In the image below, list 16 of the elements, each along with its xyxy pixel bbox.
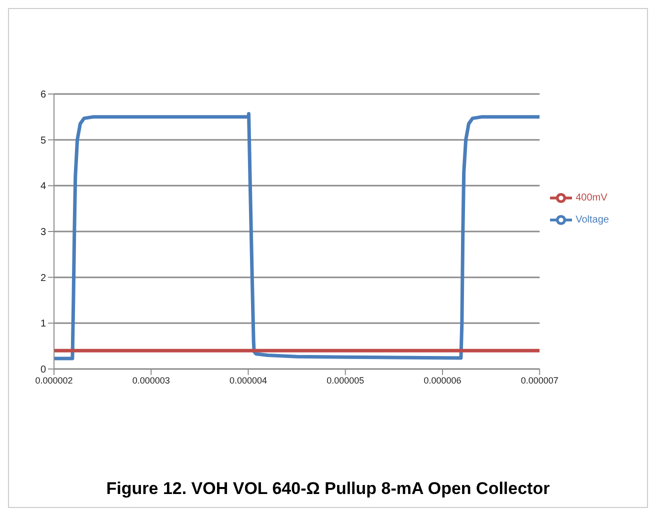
y-tick-label: 2 xyxy=(40,272,46,284)
text: Figure 12. VOH VOL 640-Ω Pullup 8-mA Open Collector xyxy=(105,479,551,499)
x-tick-label: 0.000004 xyxy=(229,375,268,386)
y-tick-label: 3 xyxy=(40,227,46,238)
y-tick-label: 4 xyxy=(40,181,46,192)
y-tick-label: 1 xyxy=(40,318,46,330)
legend-label: Voltage xyxy=(576,214,609,226)
x-tick-label: 0.000002 xyxy=(35,375,73,386)
legend-label: 400mV xyxy=(576,192,608,204)
y-tick-label: 0 xyxy=(40,364,46,376)
x-tick-label: 0.000003 xyxy=(132,375,170,386)
y-tick-label: 6 xyxy=(40,90,46,101)
x-tick-label: 0.000005 xyxy=(326,375,364,386)
y-tick-label: 5 xyxy=(40,135,46,146)
x-tick-label: 0.000007 xyxy=(520,375,558,386)
x-tick-label: 0.000006 xyxy=(424,375,462,386)
